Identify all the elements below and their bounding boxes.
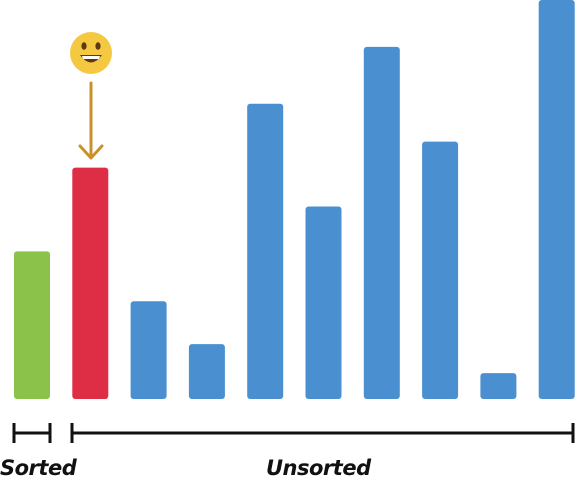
sorted-bracket	[12, 423, 52, 443]
bar-unsorted	[130, 301, 167, 399]
bar-unsorted	[247, 103, 284, 399]
bar-unsorted	[188, 344, 225, 399]
bar-unsorted	[305, 206, 342, 399]
bar-unsorted	[422, 141, 459, 399]
sorted-label: Sorted	[0, 456, 77, 480]
unsorted-bracket	[70, 423, 575, 443]
bar-unsorted	[538, 0, 575, 399]
bar-unsorted	[363, 46, 400, 400]
pointer-arrow	[78, 81, 104, 160]
smiley-face-icon	[70, 32, 112, 74]
bar-sorted	[14, 251, 50, 399]
unsorted-label: Unsorted	[266, 456, 371, 480]
bar-current	[72, 167, 109, 399]
bar-unsorted	[480, 373, 517, 399]
bars-group	[14, 0, 575, 400]
